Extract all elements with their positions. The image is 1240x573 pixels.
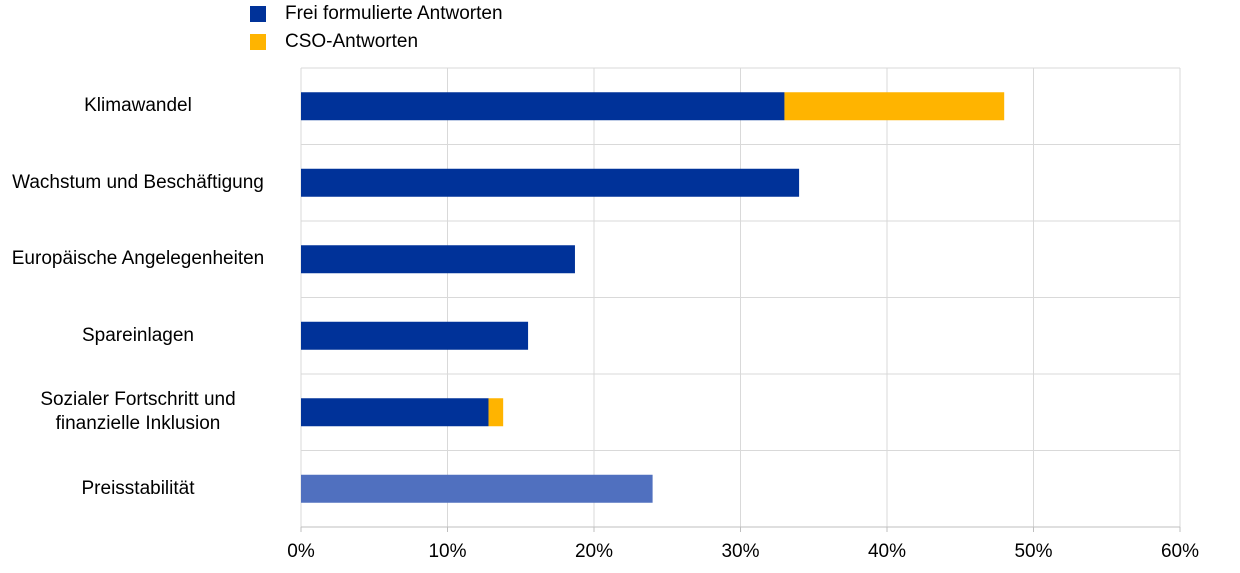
legend-swatch (250, 34, 266, 50)
y-tick-label: Spareinlagen (82, 324, 194, 346)
bar (301, 474, 653, 503)
legend-swatch (250, 6, 266, 22)
x-tick-label: 30% (721, 541, 759, 562)
bar (488, 398, 504, 427)
x-tick-label: 40% (868, 541, 906, 562)
y-tick-label: Klimawandel (84, 95, 192, 117)
y-tick-label: Europäische Angelegenheiten (11, 248, 265, 270)
y-tick-label: Preisstabilität (81, 477, 195, 499)
bar (301, 398, 489, 427)
bar (301, 245, 575, 274)
x-tick-label: 10% (428, 541, 466, 562)
y-tick-label: Sozialer Fortschritt und finanzielle Ink… (40, 389, 236, 435)
x-tick-label: 50% (1014, 541, 1052, 562)
x-tick-label: 0% (287, 541, 315, 562)
x-tick-label: 20% (575, 541, 613, 562)
bar (784, 92, 1005, 121)
y-tick-label: Wachstum und Beschäftigung (12, 171, 264, 193)
x-tick-label: 60% (1161, 541, 1199, 562)
bar (301, 321, 529, 350)
bar (301, 168, 800, 197)
legend-label: CSO-Antworten (285, 31, 418, 52)
legend-label: Frei formulierte Antworten (285, 3, 503, 24)
bar (301, 92, 785, 121)
